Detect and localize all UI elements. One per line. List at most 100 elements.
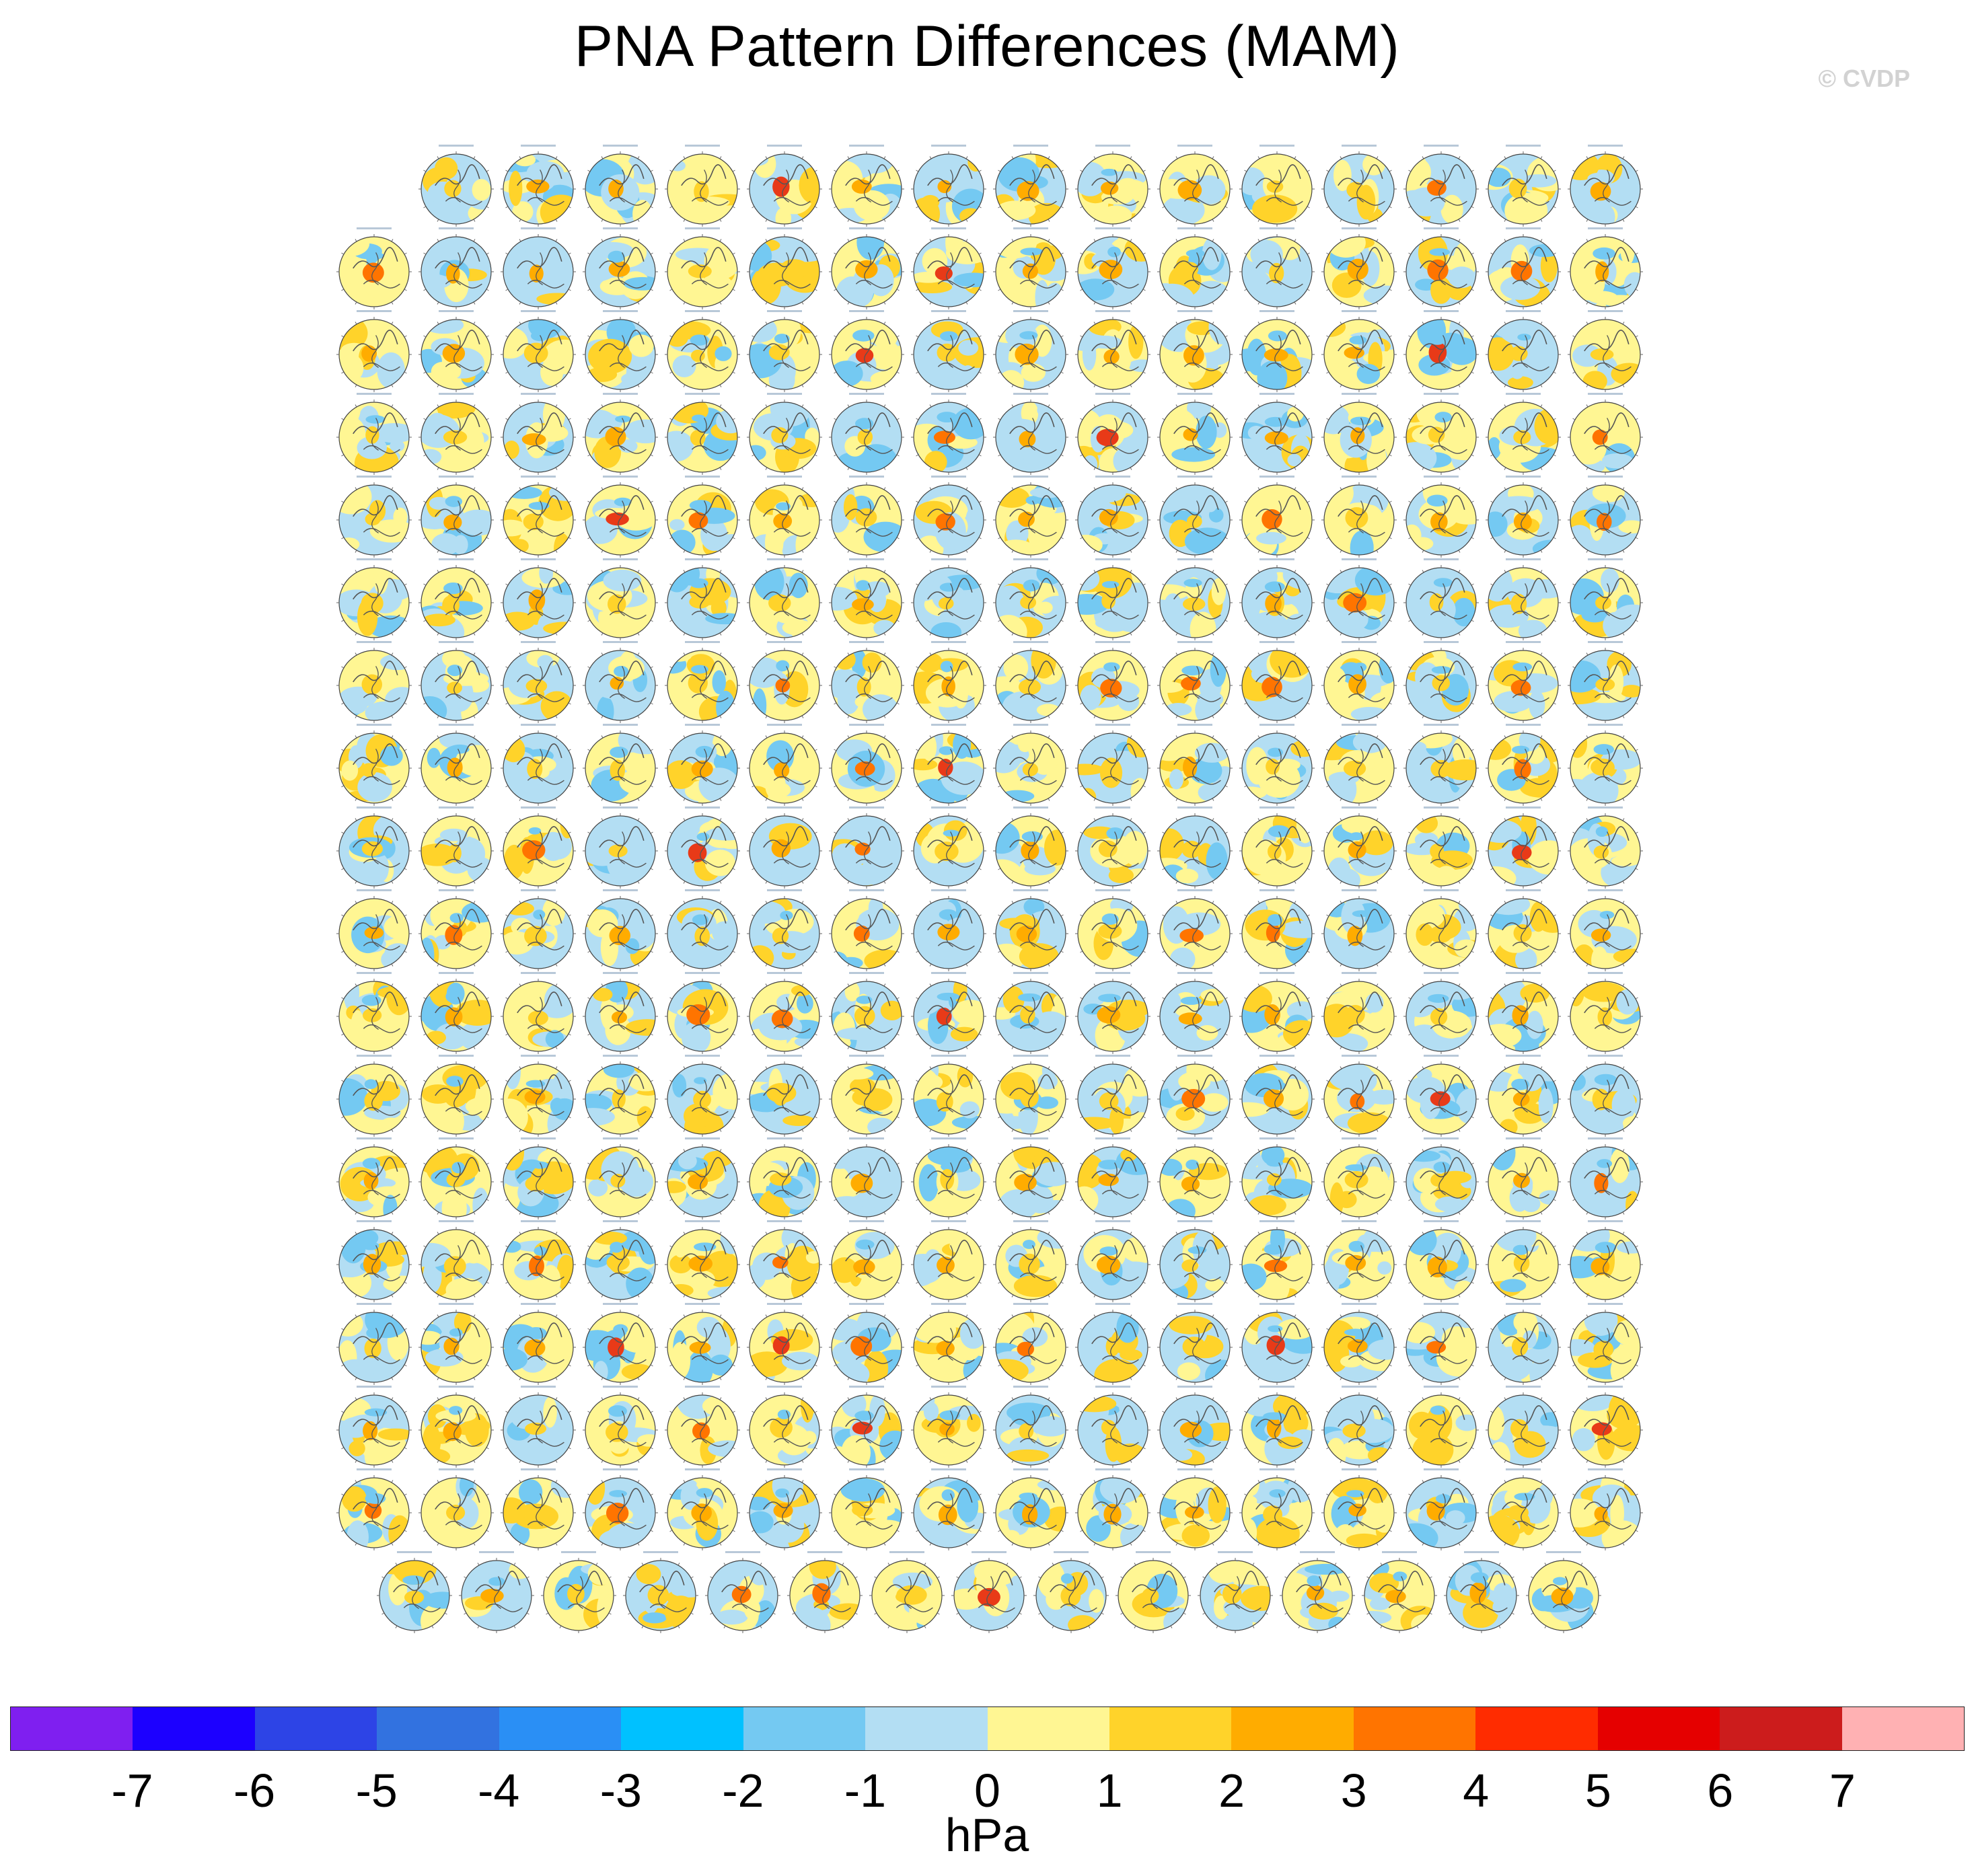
panel-field (339, 320, 409, 389)
colorbar-segment (621, 1707, 743, 1750)
panel-caption (1095, 227, 1130, 229)
polar-map-panel (1157, 1386, 1233, 1468)
panel-caption (1259, 889, 1294, 891)
panel-field (914, 1147, 984, 1217)
panel-caption (1013, 1303, 1048, 1305)
polar-map-panel (1403, 806, 1479, 889)
panel-field (1406, 981, 1476, 1051)
polar-map-panel (1239, 476, 1315, 558)
polar-map-panel (1486, 1055, 1561, 1137)
panel-caption (1588, 310, 1623, 312)
panel-caption (1588, 558, 1623, 560)
panel-caption (603, 641, 638, 643)
polar-map-panel (1321, 1137, 1397, 1220)
polar-map-panel (583, 724, 658, 806)
panel-caption (767, 558, 802, 560)
polar-map-panel (1403, 227, 1479, 309)
panel-caption (1013, 889, 1048, 891)
panel-field (585, 733, 655, 803)
panel-caption (849, 145, 884, 147)
panel-caption (1424, 145, 1459, 147)
panel-field (1160, 1147, 1230, 1217)
panel-field (1488, 981, 1558, 1051)
panel-caption (931, 1386, 966, 1388)
polar-map-panel (377, 1551, 452, 1633)
polar-map-panel (336, 1303, 412, 1385)
polar-map-panel (418, 889, 494, 971)
panel-field (585, 899, 655, 969)
polar-map-panel (1486, 558, 1561, 640)
panel-caption (1342, 1386, 1377, 1388)
panel-caption (1013, 724, 1048, 726)
panel-field (1078, 154, 1148, 224)
panel-caption (767, 1220, 802, 1222)
polar-map-panel (418, 1055, 494, 1137)
panel-caption (1342, 1303, 1377, 1305)
polar-map-panel (1403, 889, 1479, 971)
panel-field (750, 402, 819, 472)
polar-map-panel (1239, 1220, 1315, 1302)
panel-field (379, 1561, 449, 1630)
polar-map-panel (1403, 393, 1479, 475)
colorbar-tick-label: 3 (1340, 1764, 1367, 1817)
polar-map-panel (623, 1551, 698, 1633)
polar-map-panel (1321, 476, 1397, 558)
panel-caption (767, 1303, 802, 1305)
polar-map-panel (1486, 889, 1561, 971)
panel-field (503, 816, 573, 886)
panel-caption (1424, 227, 1459, 229)
panel-caption (685, 227, 720, 229)
panel-field (503, 1230, 573, 1300)
polar-map-panel (1157, 1468, 1233, 1550)
panel-caption (849, 1137, 884, 1139)
polar-map-panel (1321, 889, 1397, 971)
panel-field (832, 1230, 902, 1300)
panel-caption (767, 806, 802, 809)
polar-map-panel (1157, 476, 1233, 558)
polar-map-panel (583, 1303, 658, 1385)
panel-field (996, 485, 1066, 555)
panel-field (462, 1561, 532, 1630)
panel-caption (767, 1468, 802, 1470)
panel-caption (767, 476, 802, 478)
polar-map-panel (1321, 724, 1397, 806)
polar-map-panel (1568, 558, 1643, 640)
panel-caption (685, 1468, 720, 1470)
polar-map-panel (1157, 393, 1233, 475)
panel-caption (603, 806, 638, 809)
panel-field (1324, 237, 1394, 307)
polar-map-panel (747, 1220, 822, 1302)
panel-caption (357, 227, 392, 229)
polar-map-panel (418, 227, 494, 309)
panel-field (750, 154, 819, 224)
panel-caption (1095, 889, 1130, 891)
panel-field (1242, 320, 1312, 389)
polar-map-panel (1403, 1220, 1479, 1302)
panel-caption (685, 558, 720, 560)
panel-field (1242, 485, 1312, 555)
panel-caption (439, 1386, 474, 1388)
polar-map-panel (747, 972, 822, 1054)
panel-field (1406, 237, 1476, 307)
panel-field (667, 1147, 737, 1217)
polar-map-panel (1526, 1551, 1601, 1633)
polar-map-panel (869, 1551, 945, 1633)
panel-caption (849, 393, 884, 395)
panel-caption (1177, 476, 1212, 478)
polar-map-panel (665, 558, 740, 640)
panel-caption (439, 145, 474, 147)
polar-map-panel (1568, 393, 1643, 475)
colorbar-tick-label: 2 (1218, 1764, 1245, 1817)
panel-field (1570, 1312, 1640, 1382)
panel-field (996, 650, 1066, 720)
panel-caption (1424, 1220, 1459, 1222)
panel-caption (849, 806, 884, 809)
panel-field (1242, 154, 1312, 224)
polar-map-panel (501, 724, 576, 806)
panel-caption (357, 310, 392, 312)
panel-caption (521, 310, 556, 312)
polar-map-panel (1486, 1303, 1561, 1385)
panel-field (1160, 733, 1230, 803)
panel-field (339, 1147, 409, 1217)
polar-map-panel (1403, 724, 1479, 806)
